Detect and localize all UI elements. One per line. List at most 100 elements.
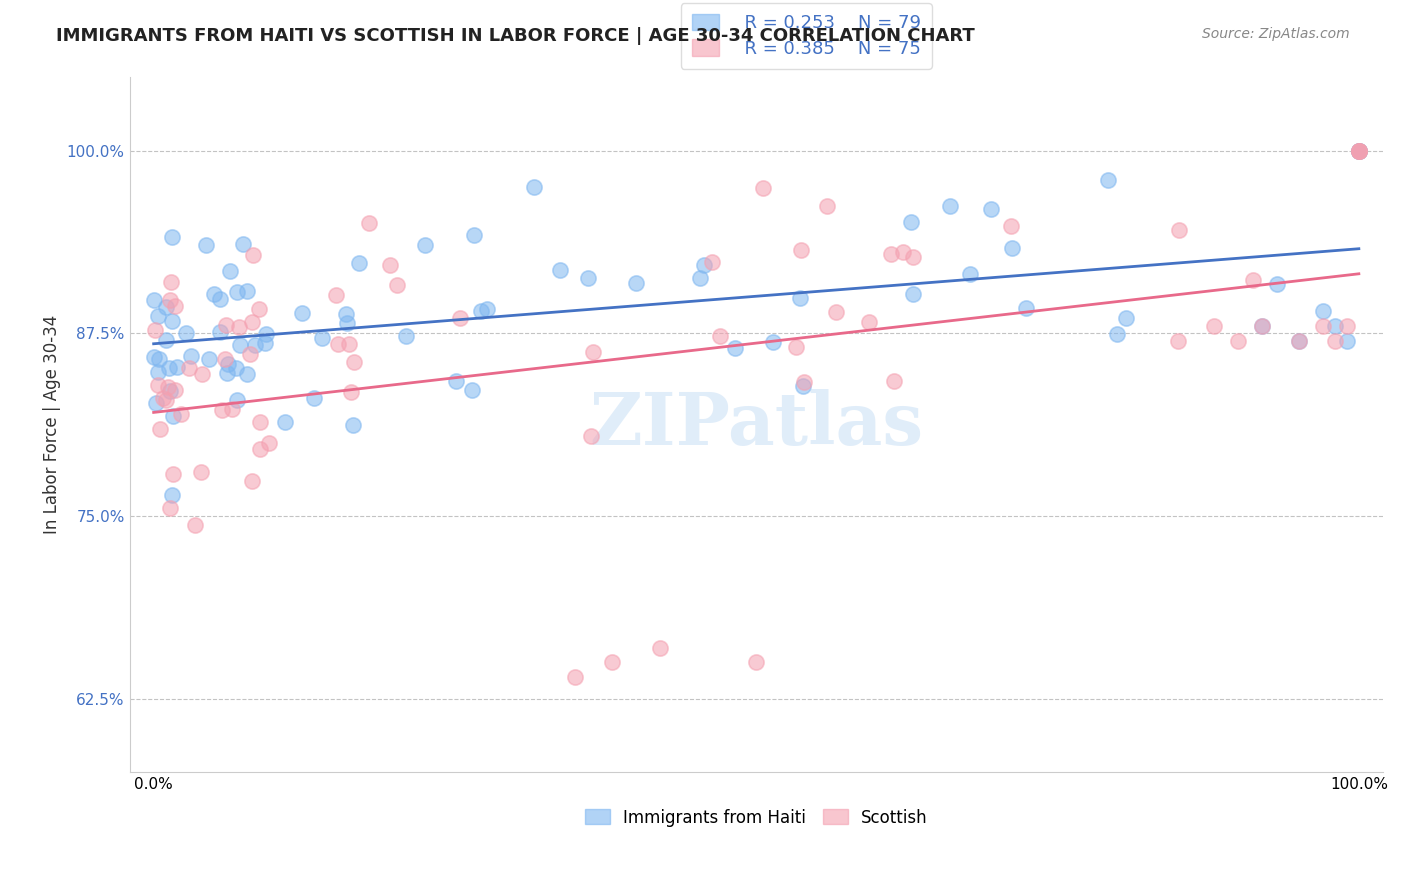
Point (157, 360, 180, 375)
Point (693, 259, 716, 273)
Point (579, 429, 602, 443)
Point (190, 465, 212, 479)
Point (1251, 319, 1274, 334)
Point (336, 316, 359, 330)
Point (395, 329, 418, 343)
Point (184, 517, 207, 532)
Point (1000, 219, 1022, 233)
Point (148, 365, 170, 379)
Point (891, 244, 914, 259)
Point (1336, 334, 1358, 348)
Point (815, 199, 838, 213)
Point (449, 310, 471, 325)
Point (1312, 319, 1334, 334)
Point (202, 286, 225, 301)
Point (582, 345, 605, 359)
Point (160, 275, 183, 289)
Point (1097, 173, 1119, 187)
Point (159, 384, 181, 399)
Point (214, 351, 236, 366)
Point (470, 304, 492, 318)
Point (155, 300, 177, 314)
Point (1347, 144, 1369, 158)
Point (236, 284, 259, 298)
Point (1323, 334, 1346, 348)
Point (980, 202, 1002, 216)
Point (235, 367, 257, 381)
Point (1227, 334, 1250, 348)
Point (1347, 144, 1369, 158)
Point (1347, 144, 1369, 158)
Point (194, 237, 217, 252)
Point (228, 320, 250, 334)
Point (247, 302, 270, 317)
Point (413, 238, 436, 252)
Point (359, 216, 381, 230)
Point (170, 407, 193, 421)
Point (160, 314, 183, 328)
Point (177, 361, 200, 376)
Point (209, 292, 232, 306)
Point (217, 357, 239, 371)
Point (156, 379, 179, 393)
Point (564, 670, 586, 684)
Point (225, 393, 247, 408)
Point (1288, 334, 1310, 348)
Point (166, 359, 188, 374)
Point (162, 409, 184, 423)
Point (576, 270, 599, 285)
Point (626, 276, 648, 290)
Point (785, 340, 807, 354)
Point (217, 366, 239, 380)
Point (903, 250, 925, 264)
Point (879, 247, 901, 261)
Point (762, 334, 785, 349)
Point (159, 293, 181, 307)
Point (219, 264, 242, 278)
Point (378, 258, 401, 272)
Point (468, 780, 491, 794)
Point (152, 392, 174, 406)
Point (149, 421, 172, 435)
Point (229, 337, 252, 351)
Point (162, 467, 184, 481)
Point (752, 181, 775, 195)
Point (460, 383, 482, 397)
Point (903, 286, 925, 301)
Point (254, 336, 277, 351)
Point (143, 323, 166, 337)
Point (155, 333, 177, 347)
Point (1288, 334, 1310, 348)
Point (342, 417, 364, 432)
Point (221, 401, 243, 416)
Point (1347, 144, 1369, 158)
Point (1015, 301, 1038, 315)
Point (143, 351, 166, 365)
Point (215, 318, 238, 332)
Point (165, 299, 187, 313)
Point (180, 349, 202, 363)
Text: IMMIGRANTS FROM HAITI VS SCOTTISH IN LABOR FORCE | AGE 30-34 CORRELATION CHART: IMMIGRANTS FROM HAITI VS SCOTTISH IN LAB… (56, 27, 974, 45)
Point (1167, 223, 1189, 237)
Point (959, 267, 981, 281)
Point (793, 375, 815, 389)
Point (548, 263, 571, 277)
Point (1115, 311, 1137, 326)
Point (900, 215, 922, 229)
Point (208, 325, 231, 339)
Point (1265, 277, 1288, 292)
Point (254, 327, 277, 342)
Point (1105, 326, 1128, 341)
Point (146, 309, 169, 323)
Point (160, 487, 183, 501)
Point (148, 351, 170, 366)
Point (211, 403, 233, 417)
Point (384, 780, 406, 794)
Point (858, 315, 880, 329)
Y-axis label: In Labor Force | Age 30-34: In Labor Force | Age 30-34 (44, 315, 60, 534)
Point (326, 337, 349, 351)
Point (709, 329, 731, 343)
Point (724, 341, 747, 355)
Point (165, 383, 187, 397)
Point (191, 367, 214, 381)
